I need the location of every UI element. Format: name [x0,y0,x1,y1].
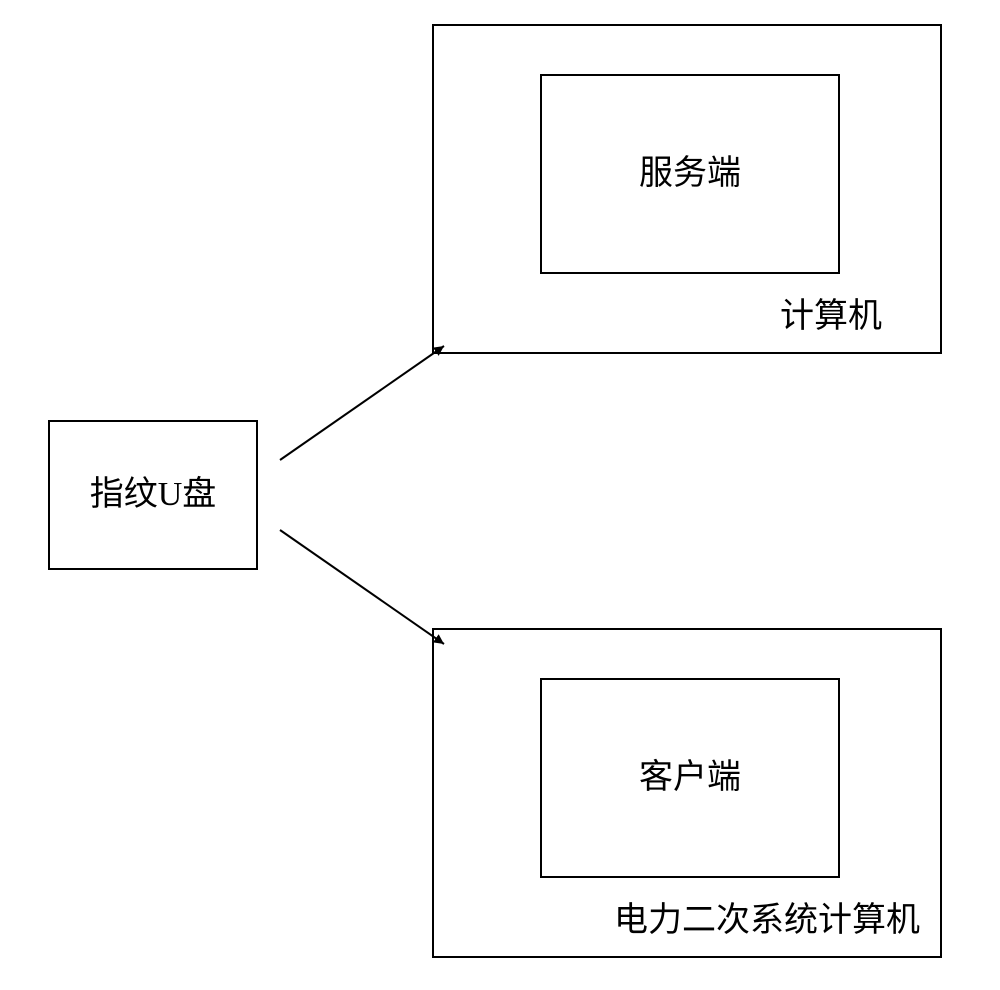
edge-to-bottom [0,0,1000,990]
diagram-canvas: 指纹U盘 计算机 服务端 电力二次系统计算机 客户端 [0,0,1000,990]
